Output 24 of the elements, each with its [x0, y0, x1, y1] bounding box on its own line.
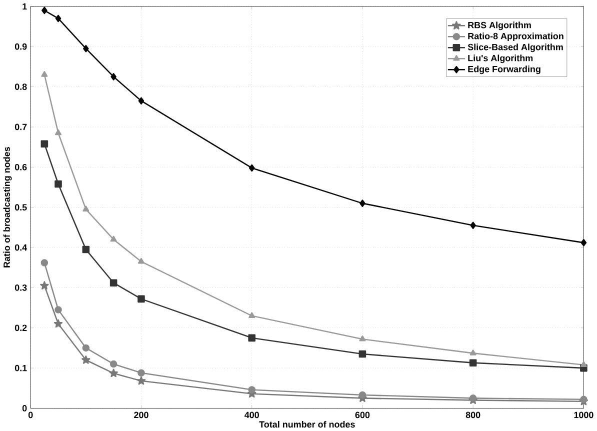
legend-label: Ratio-8 Approximation	[468, 32, 564, 42]
x-tick-label: 800	[466, 412, 480, 418]
x-tick-label: 200	[134, 412, 148, 418]
legend-label: RBS Algorithm	[468, 22, 531, 30]
y-tick-label: 0.1	[14, 364, 27, 372]
legend-label: Liu's Algorithm	[468, 54, 533, 64]
y-tick-label: 0.8	[14, 84, 27, 90]
y-tick-label: 0.6	[14, 164, 27, 170]
y-axis-title: Ratio of broadcasting nodes	[3, 147, 12, 268]
y-tick-label: 0.2	[14, 324, 27, 332]
y-tick-label: 0.3	[14, 284, 27, 291]
x-axis-title: Total number of nodes	[259, 421, 355, 428]
legend-label: Slice-Based Algorithm	[468, 44, 563, 52]
x-tick-label: 600	[355, 412, 370, 418]
y-tick-label: 0.9	[14, 43, 27, 50]
y-tick-label: 0	[22, 405, 27, 412]
x-tick-label: 400	[244, 412, 259, 418]
y-tick-label: 0.4	[14, 244, 28, 251]
y-tick-label: 1	[22, 3, 27, 10]
y-tick-label: 0.5	[14, 204, 27, 211]
y-tick-label: 0.7	[14, 124, 27, 130]
x-tick-label: 0	[28, 412, 33, 418]
legend-label: Edge Forwarding	[468, 66, 540, 74]
x-tick-label: 1000	[574, 412, 594, 418]
